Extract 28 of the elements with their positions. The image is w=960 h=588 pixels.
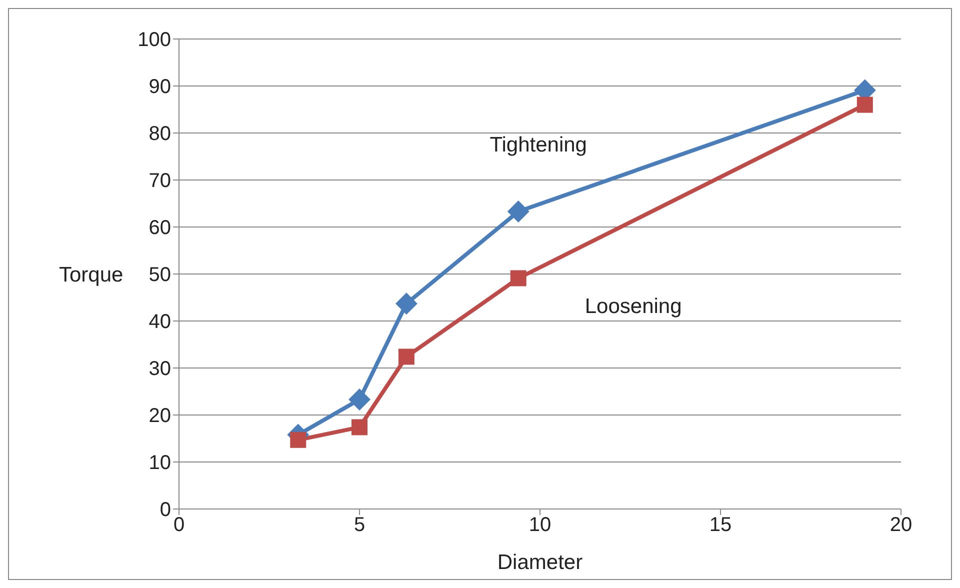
point [507,200,530,222]
y-tick-label: 40 [148,311,171,334]
x-tick-label: 0 [173,514,185,536]
y-tick-label: 70 [148,170,171,192]
y-tick-label: 80 [148,123,171,146]
y-tick-label: 50 [148,264,171,286]
point [856,96,873,113]
point [352,419,368,436]
y-tick-label: 30 [148,358,171,380]
y-tick-label: 100 [138,29,171,52]
y-tick-label: 10 [148,452,171,474]
point [398,348,414,365]
point [348,388,370,410]
x-axis-title: Diameter [497,551,583,574]
text: Loosening [584,295,682,318]
x-tick-label: 5 [354,514,366,536]
y-tick-label: 20 [148,405,171,428]
point [510,270,526,286]
y-tick-label: 0 [160,499,171,522]
point [290,432,306,448]
x-tick-label: 10 [528,514,552,536]
x-tick-label: 20 [890,514,912,536]
x-tick-label: 15 [709,514,732,536]
y-axis-title: Torque [59,263,124,286]
y-tick-label: 90 [148,76,171,98]
series-label: Tightening [490,133,587,156]
point [395,292,418,315]
y-tick-label: 60 [148,217,171,240]
